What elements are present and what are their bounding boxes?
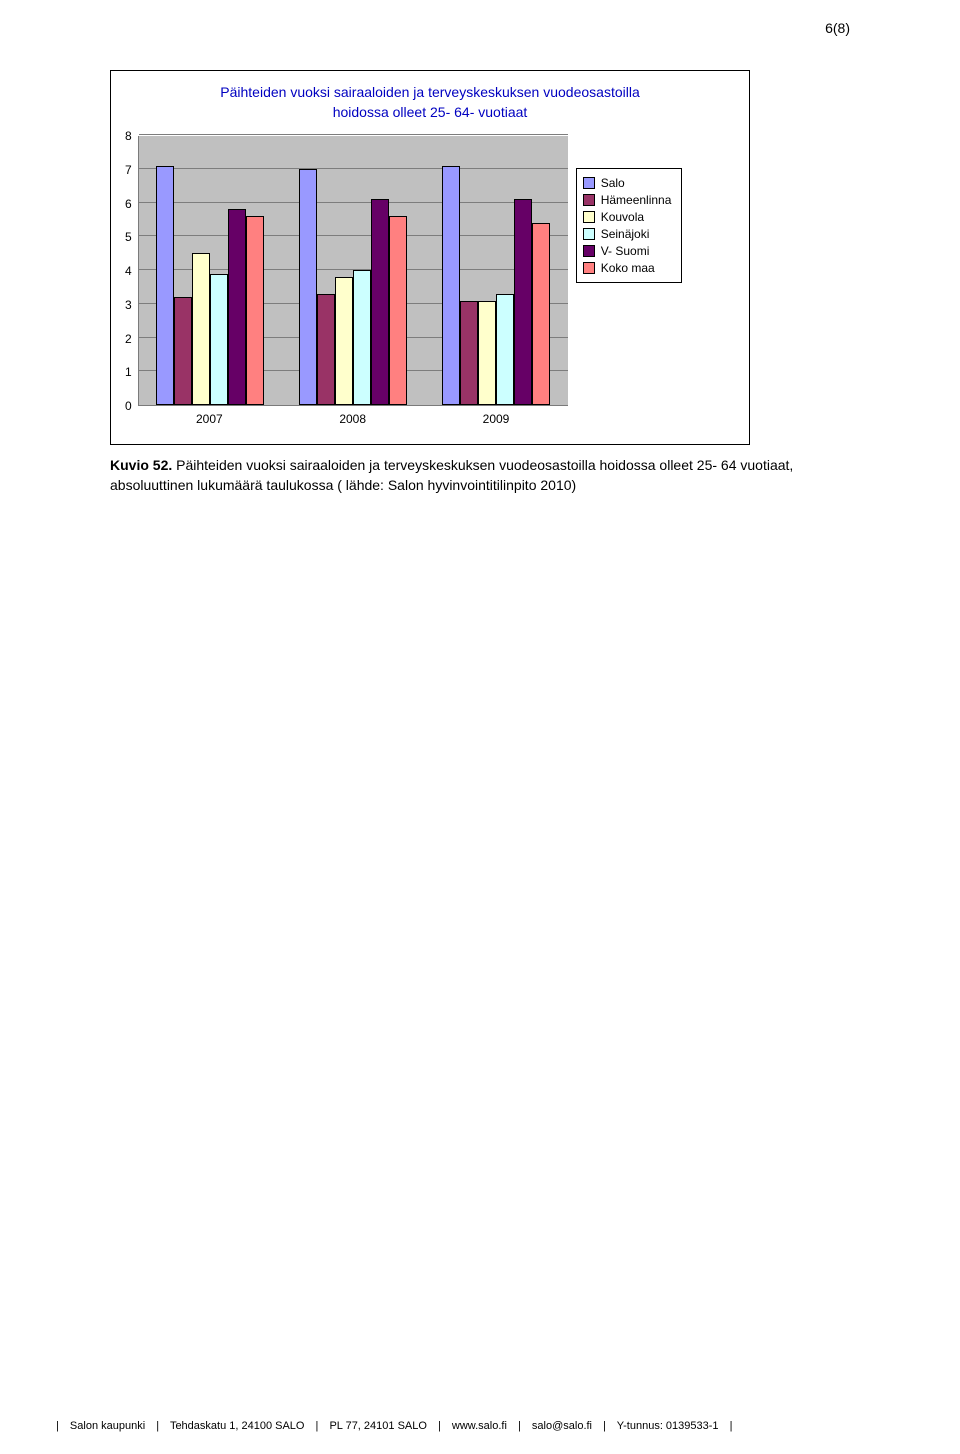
x-axis: 2007 2008 2009 xyxy=(138,406,568,426)
chart-area: 8 7 6 5 4 3 2 1 0 2007 2008 xyxy=(125,136,568,426)
legend-wrap: Salo Hämeenlinna Kouvola Seinäjoki xyxy=(576,136,683,283)
legend-item: V- Suomi xyxy=(583,244,672,258)
legend-swatch xyxy=(583,211,595,223)
caption-label: Kuvio 52. xyxy=(110,457,172,473)
bar xyxy=(210,274,228,406)
bar xyxy=(317,294,335,405)
bar xyxy=(532,223,550,405)
plot-area xyxy=(138,136,568,406)
x-tick: 2008 xyxy=(339,412,366,426)
page-number: 6(8) xyxy=(825,20,850,36)
footer-sep: | xyxy=(316,1420,319,1432)
legend-item: Hämeenlinna xyxy=(583,193,672,207)
footer-sep: | xyxy=(603,1420,606,1432)
page: 6(8) Päihteiden vuoksi sairaaloiden ja t… xyxy=(0,0,960,1454)
bars-layer xyxy=(139,136,568,405)
bar xyxy=(478,301,496,406)
footer-sep: | xyxy=(518,1420,521,1432)
legend-label: Kouvola xyxy=(601,210,644,224)
bar-group xyxy=(442,166,550,406)
legend-swatch xyxy=(583,228,595,240)
legend-item: Kouvola xyxy=(583,210,672,224)
legend: Salo Hämeenlinna Kouvola Seinäjoki xyxy=(576,168,683,283)
legend-swatch xyxy=(583,245,595,257)
chart-title: Päihteiden vuoksi sairaaloiden ja tervey… xyxy=(125,83,735,122)
footer-item: Y-tunnus: 0139533-1 xyxy=(617,1420,719,1432)
bar xyxy=(192,253,210,405)
bar xyxy=(353,270,371,405)
footer-item: salo@salo.fi xyxy=(532,1420,592,1432)
legend-label: V- Suomi xyxy=(601,244,650,258)
bar xyxy=(228,209,246,405)
legend-item: Salo xyxy=(583,176,672,190)
legend-swatch xyxy=(583,194,595,206)
footer-item: www.salo.fi xyxy=(452,1420,507,1432)
legend-label: Koko maa xyxy=(601,261,655,275)
bar-group xyxy=(156,166,264,406)
bar xyxy=(389,216,407,405)
legend-label: Salo xyxy=(601,176,625,190)
legend-label: Hämeenlinna xyxy=(601,193,672,207)
bar xyxy=(174,297,192,405)
footer-item: Tehdaskatu 1, 24100 SALO xyxy=(170,1420,305,1432)
legend-swatch xyxy=(583,177,595,189)
x-tick: 2007 xyxy=(196,412,223,426)
legend-item: Koko maa xyxy=(583,261,672,275)
bar xyxy=(442,166,460,406)
grid-line xyxy=(139,134,568,135)
bar xyxy=(460,301,478,406)
legend-label: Seinäjoki xyxy=(601,227,650,241)
footer-sep: | xyxy=(438,1420,441,1432)
chart-row: 8 7 6 5 4 3 2 1 0 2007 2008 xyxy=(125,136,735,426)
y-axis: 8 7 6 5 4 3 2 1 0 xyxy=(125,136,138,406)
bar xyxy=(156,166,174,406)
bar-group xyxy=(299,169,407,405)
chart-title-line1: Päihteiden vuoksi sairaaloiden ja tervey… xyxy=(220,84,639,100)
chart-title-line2: hoidossa olleet 25- 64- vuotiaat xyxy=(333,104,528,120)
bar xyxy=(371,199,389,405)
chart-container: Päihteiden vuoksi sairaaloiden ja tervey… xyxy=(110,70,750,445)
legend-item: Seinäjoki xyxy=(583,227,672,241)
x-tick: 2009 xyxy=(483,412,510,426)
footer-sep: | xyxy=(56,1420,59,1432)
bar xyxy=(496,294,514,405)
bar xyxy=(246,216,264,405)
footer-item: Salon kaupunki xyxy=(70,1420,145,1432)
bar xyxy=(335,277,353,405)
bar xyxy=(514,199,532,405)
footer-sep: | xyxy=(156,1420,159,1432)
footer-item: PL 77, 24101 SALO xyxy=(329,1420,426,1432)
caption-text: Päihteiden vuoksi sairaaloiden ja tervey… xyxy=(110,457,793,493)
page-footer: | Salon kaupunki | Tehdaskatu 1, 24100 S… xyxy=(48,1420,912,1432)
footer-sep: | xyxy=(730,1420,733,1432)
bar xyxy=(299,169,317,405)
legend-swatch xyxy=(583,262,595,274)
figure-caption: Kuvio 52. Päihteiden vuoksi sairaaloiden… xyxy=(110,455,850,496)
